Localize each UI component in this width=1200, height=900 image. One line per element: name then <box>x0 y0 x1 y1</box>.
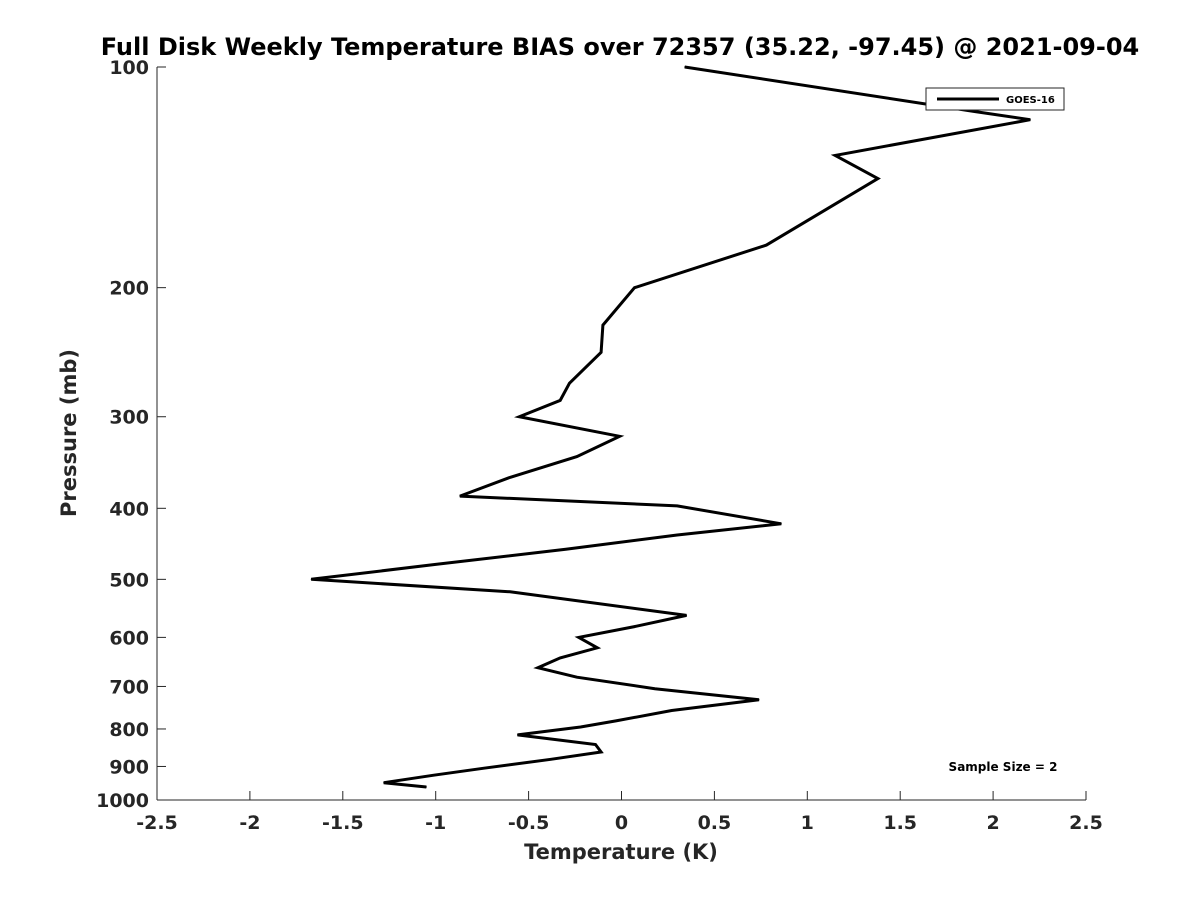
series-point <box>619 435 621 437</box>
y-tick-label: 1000 <box>96 790 149 812</box>
y-tick-label: 800 <box>109 719 149 741</box>
series-point <box>684 66 686 68</box>
x-tick-label: 2.5 <box>1069 812 1103 834</box>
series-point <box>569 382 570 384</box>
series-point <box>433 774 435 776</box>
series-point <box>654 688 656 690</box>
y-tick-label: 200 <box>109 278 149 300</box>
legend: GOES-16 <box>925 87 1065 111</box>
series-point <box>600 351 602 353</box>
x-axis-label: Temperature (K) <box>524 840 718 864</box>
x-tick-label: 1.5 <box>883 812 917 834</box>
series-point <box>310 578 312 580</box>
series-point <box>518 416 520 418</box>
series-point <box>671 710 673 711</box>
series-point <box>459 495 461 497</box>
series-point <box>517 734 518 736</box>
y-axis-label: Pressure (mb) <box>57 349 81 517</box>
series-point <box>576 676 578 678</box>
chart-title: Full Disk Weekly Temperature BIAS over 7… <box>101 33 1140 61</box>
sample-size-annotation: Sample Size = 2 <box>949 760 1058 774</box>
y-tick-label: 600 <box>109 627 149 649</box>
y-tick-label: 700 <box>109 676 149 698</box>
series-point <box>383 782 385 784</box>
y-axis-ticks: 100 200 300 400 500 600 700 800 900 1000 <box>96 57 166 812</box>
series-point <box>565 548 567 550</box>
y-tick-label: 500 <box>109 569 149 591</box>
series-point <box>780 523 782 525</box>
series-point <box>559 399 561 401</box>
series-point <box>676 534 678 536</box>
series-point <box>483 767 485 769</box>
x-tick-label: 1 <box>801 812 814 834</box>
series-point <box>595 744 596 745</box>
series-point <box>559 657 561 659</box>
x-tick-label: -0.5 <box>508 812 550 834</box>
series-line-goes-16 <box>311 65 1031 789</box>
x-tick-label: -2 <box>239 812 260 834</box>
series-point <box>580 726 582 728</box>
legend-entry-goes-16: GOES-16 <box>1006 95 1055 106</box>
series-point <box>509 591 511 593</box>
y-tick-label: 900 <box>109 756 149 778</box>
y-tick-label: 100 <box>109 57 149 79</box>
series-point <box>634 287 635 289</box>
series-point <box>576 456 578 458</box>
x-axis-ticks: -2.5 -2 -1.5 -1 -0.5 0 0.5 1 1.5 2 2.5 <box>136 791 1103 834</box>
x-tick-label: -1 <box>425 812 446 834</box>
series-point <box>686 614 687 616</box>
series-point <box>600 751 602 753</box>
series-point <box>765 244 767 246</box>
series-point <box>834 154 836 156</box>
series-point <box>1029 119 1031 121</box>
series-point <box>634 626 635 628</box>
series-point <box>974 111 975 112</box>
series-point <box>596 647 598 649</box>
series-point <box>550 758 552 760</box>
series-point <box>509 476 511 478</box>
y-tick-label: 300 <box>109 407 149 429</box>
x-tick-label: -1.5 <box>322 812 364 834</box>
series-point <box>602 324 604 326</box>
series-point <box>537 667 539 669</box>
series-layer <box>310 65 1031 789</box>
x-tick-label: 2 <box>986 812 999 834</box>
series-point <box>615 720 617 722</box>
series-point <box>425 786 427 788</box>
series-point <box>435 563 437 565</box>
y-tick-label: 400 <box>109 498 149 520</box>
series-point <box>676 505 678 507</box>
series-point <box>578 636 580 638</box>
x-tick-label: 0.5 <box>698 812 732 834</box>
series-point <box>877 178 879 180</box>
x-tick-label: 0 <box>615 812 628 834</box>
plot-area <box>156 67 1086 801</box>
series-point <box>758 699 760 701</box>
x-tick-label: -2.5 <box>136 812 178 834</box>
